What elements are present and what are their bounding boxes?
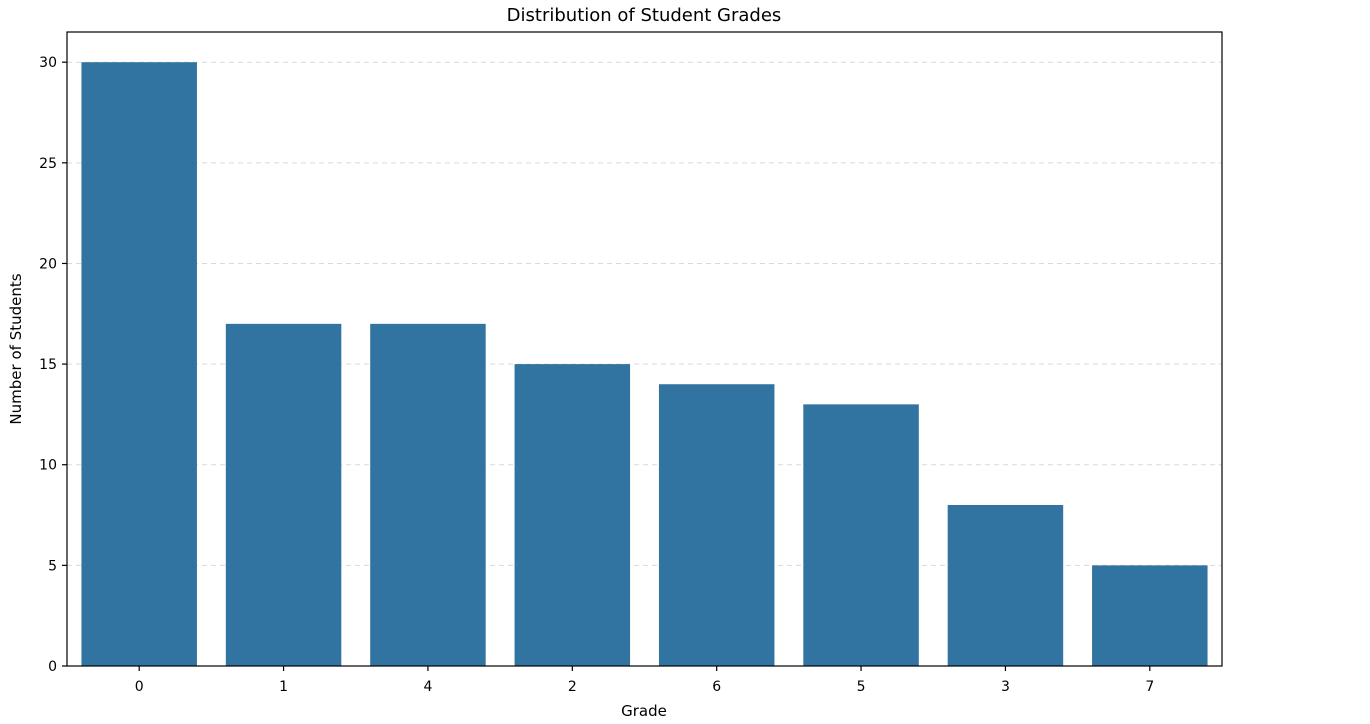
x-tick-label: 0 <box>135 679 144 695</box>
y-tick-label: 30 <box>39 55 57 71</box>
y-axis-label: Number of Students <box>7 273 25 424</box>
x-tick-label: 1 <box>279 679 288 695</box>
x-axis-label: Grade <box>621 702 667 720</box>
x-tick-label: 3 <box>1001 679 1010 695</box>
x-tick-label: 2 <box>568 679 577 695</box>
x-tick-label: 6 <box>712 679 721 695</box>
x-tick-label: 5 <box>857 679 866 695</box>
bar-grade-0 <box>81 62 197 666</box>
y-tick-label: 20 <box>39 256 57 272</box>
y-tick-label: 25 <box>39 156 57 172</box>
y-tick-label: 15 <box>39 357 57 373</box>
bars <box>81 62 1208 666</box>
x-tick-label: 4 <box>423 679 432 695</box>
bar-grade-4 <box>370 323 486 666</box>
bar-grade-5 <box>803 404 919 666</box>
bar-grade-6 <box>658 384 775 666</box>
chart-title: Distribution of Student Grades <box>507 5 782 26</box>
y-tick-label: 10 <box>39 458 57 474</box>
y-tick-label: 0 <box>48 659 57 675</box>
bar-grade-2 <box>514 364 631 666</box>
bar-grade-7 <box>1092 565 1208 666</box>
plot-frame <box>66 31 1223 667</box>
x-axis-ticks: 0 1 4 2 6 5 3 7 <box>135 666 1154 695</box>
y-tick-label: 5 <box>48 558 57 574</box>
bar-grade-1 <box>225 323 342 666</box>
bar-grade-3 <box>947 504 1064 666</box>
x-tick-label: 7 <box>1145 679 1154 695</box>
y-axis-ticks: 0 5 10 15 20 25 30 <box>39 55 67 675</box>
